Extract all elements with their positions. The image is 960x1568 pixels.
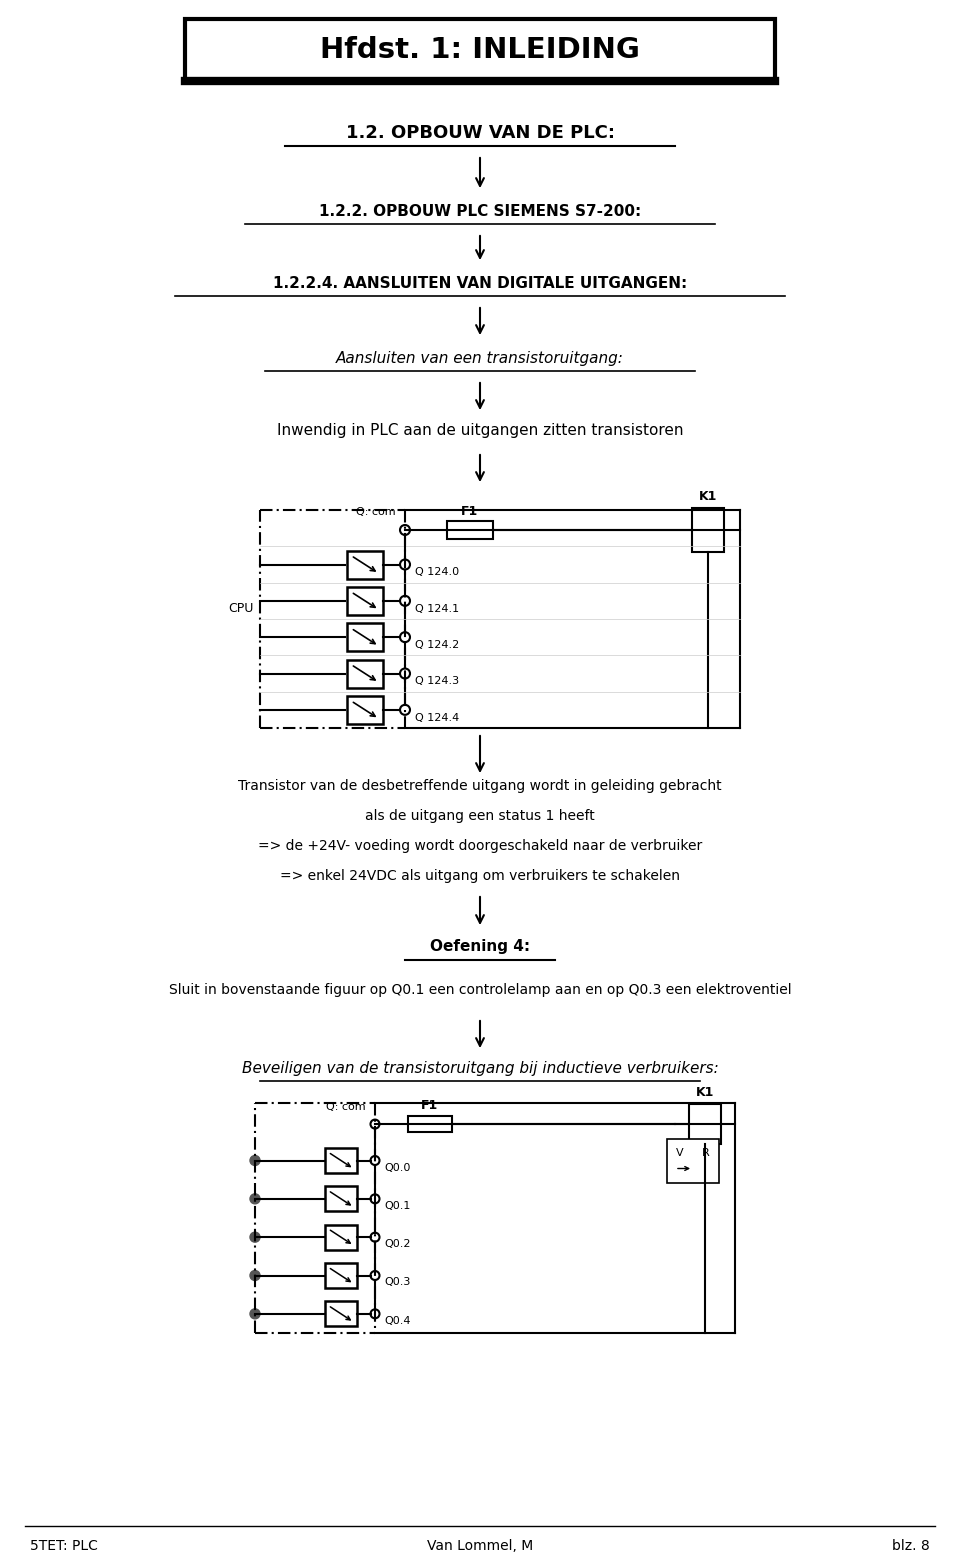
Text: Q 124.3: Q 124.3 [415, 676, 459, 687]
Bar [347, 696, 383, 724]
Bar [347, 586, 383, 615]
Bar [689, 1104, 721, 1145]
Bar [325, 1187, 357, 1212]
Text: Q0.0: Q0.0 [384, 1162, 410, 1173]
Text: Q0.4: Q0.4 [384, 1316, 411, 1327]
Text: Q 124.0: Q 124.0 [415, 568, 459, 577]
Bar [347, 550, 383, 579]
Text: Hfdst. 1: INLEIDING: Hfdst. 1: INLEIDING [320, 36, 640, 64]
Text: => enkel 24VDC als uitgang om verbruikers te schakelen: => enkel 24VDC als uitgang om verbruiker… [280, 869, 680, 883]
Text: Q0.2: Q0.2 [384, 1239, 411, 1250]
Circle shape [250, 1232, 260, 1242]
Text: R: R [702, 1148, 709, 1157]
Text: 5TET: PLC: 5TET: PLC [30, 1540, 98, 1552]
Text: Transistor van de desbetreffende uitgang wordt in geleiding gebracht: Transistor van de desbetreffende uitgang… [238, 779, 722, 793]
Text: blz. 8: blz. 8 [892, 1540, 930, 1552]
Bar [667, 1138, 719, 1182]
Text: 1.2. OPBOUW VAN DE PLC:: 1.2. OPBOUW VAN DE PLC: [346, 124, 614, 143]
Text: K1: K1 [699, 489, 717, 503]
Text: Q 124.1: Q 124.1 [415, 604, 459, 613]
Text: K1: K1 [696, 1087, 714, 1099]
Bar [447, 521, 493, 539]
Text: Inwendig in PLC aan de uitgangen zitten transistoren: Inwendig in PLC aan de uitgangen zitten … [276, 422, 684, 437]
Bar [325, 1262, 357, 1287]
Circle shape [250, 1270, 260, 1281]
Text: Q0.3: Q0.3 [384, 1278, 410, 1287]
Text: Aansluiten van een transistoruitgang:: Aansluiten van een transistoruitgang: [336, 351, 624, 365]
Text: 1.2.2.4. AANSLUITEN VAN DIGITALE UITGANGEN:: 1.2.2.4. AANSLUITEN VAN DIGITALE UITGANG… [273, 276, 687, 290]
Text: Q: com: Q: com [326, 1102, 366, 1112]
Text: 1.2.2. OPBOUW PLC SIEMENS S7-200:: 1.2.2. OPBOUW PLC SIEMENS S7-200: [319, 204, 641, 218]
Text: als de uitgang een status 1 heeft: als de uitgang een status 1 heeft [365, 809, 595, 823]
Bar [185, 19, 775, 82]
Circle shape [250, 1193, 260, 1204]
Bar [325, 1301, 357, 1327]
Text: => de +24V- voeding wordt doorgeschakeld naar de verbruiker: => de +24V- voeding wordt doorgeschakeld… [258, 839, 702, 853]
Circle shape [250, 1309, 260, 1319]
Bar [347, 622, 383, 651]
Bar [692, 508, 724, 552]
Text: F1: F1 [462, 505, 479, 517]
Bar [347, 660, 383, 687]
Text: Van Lommel, M: Van Lommel, M [427, 1540, 533, 1552]
Bar [325, 1148, 357, 1173]
Bar [325, 1225, 357, 1250]
Text: Oefening 4:: Oefening 4: [430, 939, 530, 953]
Circle shape [250, 1156, 260, 1165]
Bar [408, 1116, 452, 1132]
Text: V: V [676, 1148, 684, 1157]
Text: Q 124.2: Q 124.2 [415, 640, 459, 651]
Text: Q0.1: Q0.1 [384, 1201, 410, 1210]
Text: Beveiligen van de transistoruitgang bij inductieve verbruikers:: Beveiligen van de transistoruitgang bij … [242, 1060, 718, 1076]
Text: Sluit in bovenstaande figuur op Q0.1 een controlelamp aan en op Q0.3 een elektro: Sluit in bovenstaande figuur op Q0.1 een… [169, 983, 791, 997]
Text: F1: F1 [421, 1099, 439, 1112]
Text: CPU: CPU [228, 602, 254, 616]
Text: Q: com: Q: com [356, 506, 396, 517]
Text: Q 124.4: Q 124.4 [415, 713, 459, 723]
